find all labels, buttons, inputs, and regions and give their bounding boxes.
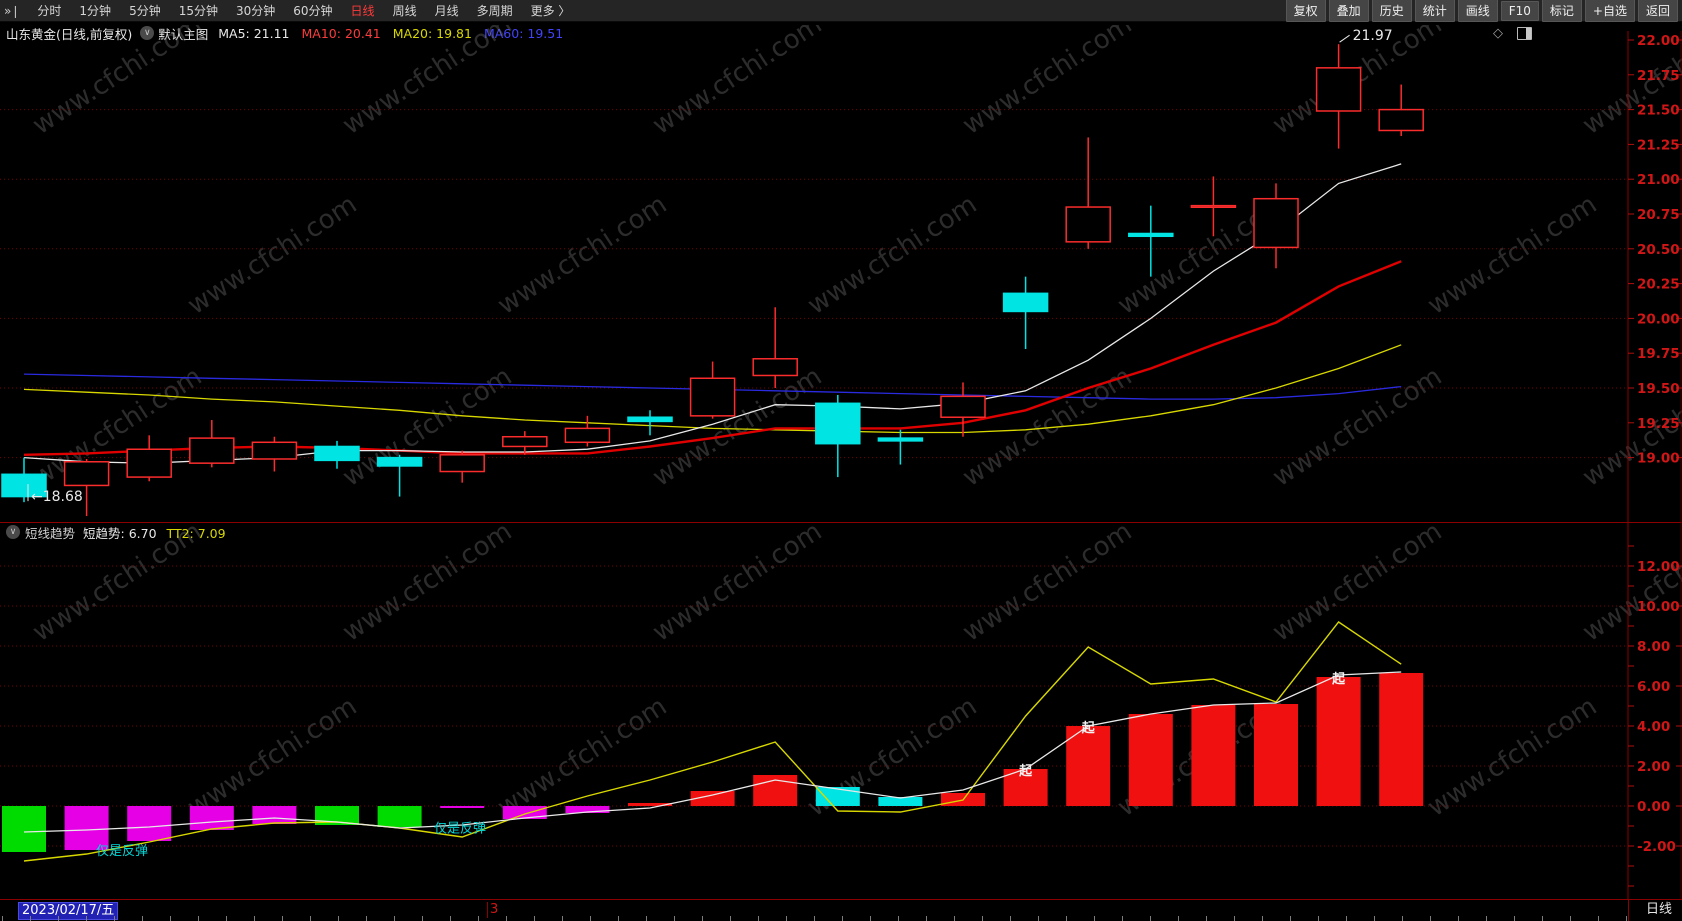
toolbar-buttons: 复权 叠加 历史 统计 画线 F10 标记 +自选 返回: [1285, 0, 1678, 22]
svg-text:www.cfchi.com: www.cfchi.com: [182, 190, 362, 321]
chevron-down-icon[interactable]: ∨: [140, 26, 155, 40]
svg-text:www.cfchi.com: www.cfchi.com: [957, 25, 1137, 141]
toolbar-button-0[interactable]: 复权: [1285, 0, 1326, 22]
svg-text:19.00: 19.00: [1637, 451, 1680, 467]
svg-text:19.50: 19.50: [1637, 381, 1680, 397]
svg-text:10.00: 10.00: [1637, 599, 1680, 615]
period-item-7[interactable]: 周线: [392, 4, 417, 18]
toolbar-button-2[interactable]: 历史: [1371, 0, 1412, 22]
svg-text:8.00: 8.00: [1637, 639, 1670, 655]
period-item-8[interactable]: 月线: [434, 4, 459, 18]
svg-text:起: 起: [1018, 763, 1033, 779]
period-item-10[interactable]: 更多 〉: [530, 4, 571, 18]
svg-text:www.cfchi.com: www.cfchi.com: [27, 25, 207, 141]
period-item-1[interactable]: 1分钟: [79, 4, 112, 18]
chart-corner-icons: ◇: [1493, 26, 1532, 41]
toolbar-button-7[interactable]: +自选: [1584, 0, 1635, 22]
period-item-0[interactable]: 分时: [37, 4, 62, 18]
main-chart-canvas[interactable]: www.cfchi.com www.cfchi.com www.cfchi.com w…: [0, 25, 1682, 522]
split-window-icon[interactable]: [1517, 27, 1532, 40]
svg-text:www.cfchi.com: www.cfchi.com: [1267, 362, 1447, 493]
svg-text:0.00: 0.00: [1637, 799, 1670, 815]
indicator-name[interactable]: 短线趋势: [25, 525, 76, 541]
svg-text:www.cfchi.com: www.cfchi.com: [1422, 190, 1602, 321]
stock-title: 山东黄金(日线,前复权): [6, 26, 133, 42]
svg-text:2.00: 2.00: [1637, 759, 1670, 775]
svg-text:←18.68: ←18.68: [31, 489, 83, 505]
svg-text:www.cfchi.com: www.cfchi.com: [492, 190, 672, 321]
ma-legend-item-2: MA20: 19.81: [392, 25, 472, 41]
svg-text:20.50: 20.50: [1637, 242, 1680, 258]
svg-text:12.00: 12.00: [1637, 559, 1680, 575]
svg-text:6.00: 6.00: [1637, 679, 1670, 695]
toolbar-button-8[interactable]: 返回: [1637, 0, 1678, 22]
period-item-2[interactable]: 5分钟: [129, 4, 161, 18]
svg-text:www.cfchi.com: www.cfchi.com: [1577, 522, 1682, 648]
svg-text:www.cfchi.com: www.cfchi.com: [957, 522, 1137, 648]
bottom-axis-bar: 2023/02/17/五 3 日线: [0, 899, 1682, 921]
svg-text:19.25: 19.25: [1637, 416, 1680, 432]
svg-text:仅是反弹: 仅是反弹: [96, 844, 148, 859]
svg-text:-2.00: -2.00: [1637, 839, 1676, 855]
ma-legend-item-3: MA60: 19.51: [483, 25, 564, 41]
toolbar-button-5[interactable]: F10: [1500, 0, 1539, 21]
svg-text:21.25: 21.25: [1637, 137, 1680, 153]
svg-text:22.00: 22.00: [1637, 33, 1680, 49]
svg-text:21.50: 21.50: [1637, 103, 1680, 119]
ma-legend-item-0: MA5: 21.11: [218, 25, 290, 41]
period-item-4[interactable]: 30分钟: [235, 4, 276, 18]
svg-text:21.97: 21.97: [1353, 28, 1393, 44]
svg-text:19.75: 19.75: [1637, 346, 1680, 362]
top-toolbar: »❘ 分时 1分钟 5分钟 15分钟 30分钟 60分钟 日线 周线 月线 多周期 更多 〉 复权叠…: [0, 0, 1682, 22]
period-item-6[interactable]: 日线: [350, 4, 375, 18]
svg-text:www.cfchi.com: www.cfchi.com: [1422, 692, 1602, 823]
toolbar-button-4[interactable]: 画线: [1457, 0, 1498, 22]
stock-info-bar: 山东黄金(日线,前复权) ∨ 默认主图 MA5: 21.11 MA10: 20.4…: [0, 22, 1682, 44]
toolbar-button-1[interactable]: 叠加: [1328, 0, 1369, 22]
ma-legend-item-1: MA10: 20.41: [301, 25, 381, 41]
panel-toggle-icon[interactable]: »❘: [4, 3, 20, 18]
time-axis-ticks: [2, 916, 1628, 921]
svg-text:www.cfchi.com: www.cfchi.com: [337, 522, 517, 648]
svg-text:www.cfchi.com: www.cfchi.com: [802, 190, 982, 321]
svg-text:仅是反弹: 仅是反弹: [434, 821, 486, 836]
svg-text:起: 起: [1081, 720, 1096, 736]
svg-text:21.75: 21.75: [1637, 68, 1680, 84]
indicator-field-0: 短趋势: 6.70: [83, 525, 157, 541]
svg-text:4.00: 4.00: [1637, 719, 1670, 735]
svg-text:20.25: 20.25: [1637, 277, 1680, 293]
period-item-9[interactable]: 多周期: [476, 4, 513, 18]
svg-text:www.cfchi.com: www.cfchi.com: [647, 25, 827, 141]
axis-divider: [1628, 900, 1629, 921]
indicator-field-1: TT2: 7.09: [166, 525, 226, 541]
period-indicator: 日线: [1645, 902, 1672, 917]
month-marker: 3: [487, 902, 498, 918]
svg-text:www.cfchi.com: www.cfchi.com: [337, 25, 517, 141]
svg-text:www.cfchi.com: www.cfchi.com: [182, 692, 362, 823]
svg-text:www.cfchi.com: www.cfchi.com: [1267, 522, 1447, 648]
svg-text:www.cfchi.com: www.cfchi.com: [647, 522, 827, 648]
toolbar-button-3[interactable]: 统计: [1414, 0, 1455, 22]
indicator-fields: 短趋势: 6.70 TT2: 7.09: [83, 523, 236, 542]
diamond-icon[interactable]: ◇: [1493, 26, 1503, 41]
svg-text:20.00: 20.00: [1637, 311, 1680, 327]
main-panel-selector[interactable]: 默认主图: [158, 26, 209, 42]
period-item-3[interactable]: 15分钟: [178, 4, 218, 18]
svg-text:21.00: 21.00: [1637, 172, 1680, 188]
indicator-header: ∨ 短线趋势 短趋势: 6.70 TT2: 7.09: [6, 523, 236, 542]
toolbar-button-6[interactable]: 标记: [1541, 0, 1582, 22]
ma-legend: MA5: 21.11 MA10: 20.41 MA20: 19.81 MA60: 19…: [218, 26, 563, 41]
indicator-chevron-icon[interactable]: ∨: [6, 525, 20, 539]
svg-text:20.75: 20.75: [1637, 207, 1680, 223]
svg-text:www.cfchi.com: www.cfchi.com: [27, 362, 207, 493]
period-menu: 分时 1分钟 5分钟 15分钟 30分钟 60分钟 日线 周线 月线 多周期 更多 〉: [29, 0, 578, 21]
indicator-chart-canvas[interactable]: www.cfchi.com www.cfchi.com www.cfchi.com w…: [0, 522, 1682, 899]
svg-text:起: 起: [1331, 671, 1346, 687]
period-item-5[interactable]: 60分钟: [293, 4, 333, 18]
